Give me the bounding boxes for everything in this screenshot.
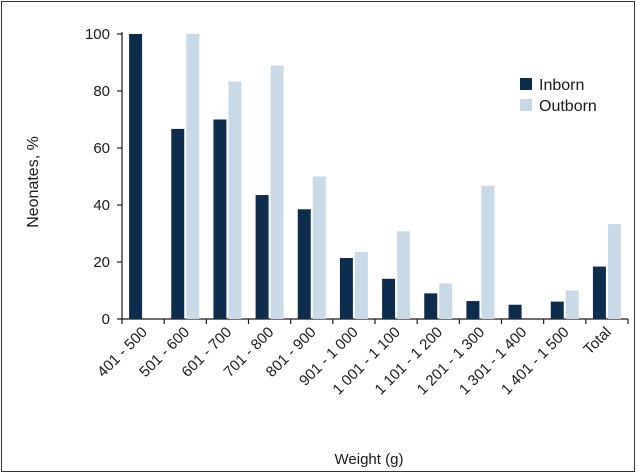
bar-inborn-4: [255, 195, 269, 319]
y-tick-label: 80: [93, 83, 110, 100]
y-tick-label: 60: [93, 140, 110, 157]
bar-outborn-11: [565, 290, 579, 319]
legend-swatch-inborn: [520, 78, 532, 90]
x-axis-label: Weight (g): [335, 451, 404, 468]
bar-outborn-6: [354, 252, 368, 319]
bar-outborn-2: [186, 34, 200, 319]
bar-outborn-3: [228, 81, 242, 319]
y-tick-label: 20: [93, 254, 110, 271]
bar-inborn-10: [508, 304, 522, 319]
bar-inborn-9: [466, 301, 480, 319]
bar-outborn-7: [397, 231, 411, 319]
bar-outborn-8: [439, 283, 453, 319]
legend-label-inborn: Inborn: [539, 77, 584, 94]
bar-inborn-7: [382, 278, 396, 319]
y-axis-label: Neonates, %: [25, 136, 42, 228]
y-tick-label: 0: [102, 311, 110, 328]
legend-label-outborn: Outborn: [539, 98, 597, 115]
bar-inborn-1: [129, 34, 143, 319]
bar-inborn-3: [213, 119, 227, 319]
bars: [129, 34, 621, 319]
x-tick-label: Total: [580, 324, 614, 358]
bar-outborn-4: [270, 65, 284, 319]
bar-inborn-5: [297, 209, 311, 319]
y-tick-label: 40: [93, 197, 110, 214]
bar-outborn-12: [607, 224, 621, 319]
legend-swatch-outborn: [520, 99, 532, 111]
legend: Inborn Outborn: [520, 77, 597, 115]
bar-inborn-6: [339, 258, 353, 319]
bar-outborn-5: [312, 176, 326, 319]
bar-outborn-9: [481, 185, 495, 319]
bar-inborn-11: [550, 301, 564, 319]
bar-inborn-8: [424, 293, 438, 319]
bar-inborn-2: [171, 128, 185, 319]
y-tick-label: 100: [85, 26, 110, 43]
bar-inborn-12: [592, 266, 606, 319]
